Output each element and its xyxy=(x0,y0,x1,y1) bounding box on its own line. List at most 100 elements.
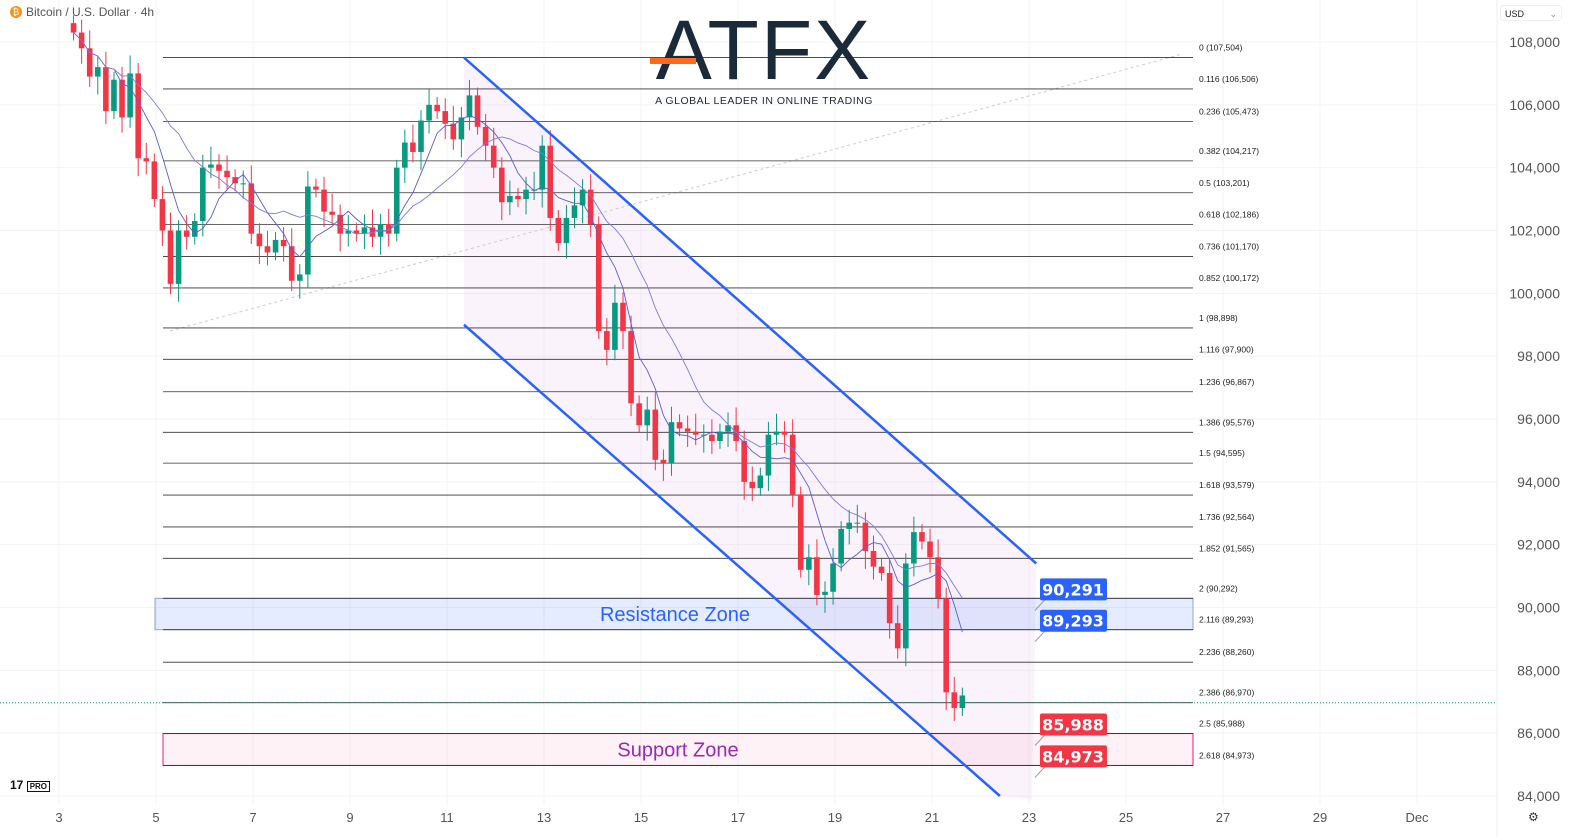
candle-body xyxy=(450,123,457,140)
candle-body xyxy=(676,422,683,429)
price-callout xyxy=(1040,578,1107,601)
candle-body xyxy=(709,434,715,441)
candle-body xyxy=(151,161,158,200)
candle-body xyxy=(434,104,440,112)
y-tick-label: 102,000 xyxy=(1509,223,1560,239)
fib-label: 1.736 (92,564) xyxy=(1199,512,1254,522)
settings-icon[interactable]: ⚙ xyxy=(1528,810,1539,824)
fib-label: 2.5 (85,988) xyxy=(1199,719,1245,729)
candle-body xyxy=(902,563,909,649)
x-tick-label: 21 xyxy=(925,810,939,825)
fib-label: 1.852 (91,565) xyxy=(1199,543,1254,553)
candle-body xyxy=(70,23,77,33)
y-tick-label: 96,000 xyxy=(1517,411,1560,427)
candle-body xyxy=(296,274,303,281)
tradingview-logo[interactable]: 17 PRO xyxy=(10,778,51,792)
candle-body xyxy=(830,563,836,592)
candle-body xyxy=(402,142,408,168)
candle-body xyxy=(288,246,295,281)
price-callout-label: 84,973 xyxy=(1042,747,1104,766)
candle-body xyxy=(595,224,602,332)
symbol-title: ₿ Bitcoin / U.S. Dollar · 4h xyxy=(10,5,154,19)
y-tick-label: 88,000 xyxy=(1517,662,1560,678)
candle-body xyxy=(700,434,707,436)
candle-body xyxy=(94,67,101,77)
candle-body xyxy=(660,459,667,463)
candle-body xyxy=(143,158,150,162)
fib-label: 0 (107,504) xyxy=(1199,43,1243,53)
x-tick-label: Dec xyxy=(1405,810,1429,825)
candle-body xyxy=(886,572,893,624)
fib-label: 0.736 (101,170) xyxy=(1199,242,1259,252)
zone-label: Resistance Zone xyxy=(600,604,750,626)
candle-body xyxy=(555,217,562,244)
candle-body xyxy=(175,230,182,284)
candle-body xyxy=(507,195,513,203)
fib-label: 2.236 (88,260) xyxy=(1199,647,1254,657)
candle-body xyxy=(127,73,133,118)
y-tick-label: 108,000 xyxy=(1509,34,1560,50)
candle-body xyxy=(305,186,311,275)
currency-select[interactable]: USD ⌄ xyxy=(1500,5,1562,21)
candle-body xyxy=(854,522,861,524)
x-tick-label: 25 xyxy=(1119,810,1133,825)
logo-text: ATFX xyxy=(655,3,873,97)
x-tick-label: 23 xyxy=(1022,810,1036,825)
atfx-logo: ATFX A GLOBAL LEADER IN ONLINE TRADING xyxy=(640,3,888,108)
candle-body xyxy=(733,425,739,441)
x-tick-label: 27 xyxy=(1216,810,1230,825)
y-tick-label: 100,000 xyxy=(1509,285,1560,301)
candle-body xyxy=(361,227,368,234)
x-tick-label: 15 xyxy=(634,810,648,825)
x-tick-label: 3 xyxy=(55,810,62,825)
channel-upper-line xyxy=(463,56,1038,565)
fib-label: 2.618 (84,973) xyxy=(1199,750,1254,760)
candle-body xyxy=(482,126,489,146)
candle-body xyxy=(224,170,230,178)
candle-body xyxy=(878,566,885,573)
candle-body xyxy=(498,167,505,203)
candle-body xyxy=(418,120,424,152)
moving-average-line xyxy=(73,32,963,599)
candle-body xyxy=(919,532,925,542)
candle-body xyxy=(587,189,594,225)
candle-body xyxy=(773,431,780,435)
fib-label: 2 (90,292) xyxy=(1199,583,1238,593)
currency-label: USD xyxy=(1505,9,1525,19)
fib-label: 0.618 (102,186) xyxy=(1199,210,1259,220)
candle-body xyxy=(523,189,529,200)
candle-body xyxy=(789,434,796,495)
candle-body xyxy=(749,481,756,489)
candle-body xyxy=(539,145,545,190)
candle-body xyxy=(822,591,828,595)
candle-body xyxy=(280,239,287,247)
fib-label: 0.116 (106,506) xyxy=(1199,74,1259,84)
fib-label: 2.116 (89,293) xyxy=(1199,615,1254,625)
candle-body xyxy=(393,167,400,234)
candle-body xyxy=(894,623,901,649)
candle-body xyxy=(943,598,949,693)
zone-label: Support Zone xyxy=(617,739,738,761)
candle-body xyxy=(216,164,222,171)
fib-label: 0.382 (104,217) xyxy=(1199,146,1259,156)
y-tick-label: 92,000 xyxy=(1517,537,1560,553)
fib-label: 1.618 (93,579) xyxy=(1199,480,1254,490)
candle-body xyxy=(612,302,618,350)
x-tick-label: 7 xyxy=(249,810,256,825)
fib-label: 0.5 (103,201) xyxy=(1199,178,1250,188)
candle-body xyxy=(797,494,804,570)
y-tick-label: 94,000 xyxy=(1517,474,1560,490)
candle-body xyxy=(353,230,360,234)
chevron-down-icon: ⌄ xyxy=(1549,9,1557,19)
moving-average-line xyxy=(73,32,963,633)
candle-body xyxy=(636,403,642,426)
fib-label: 1.386 (95,576) xyxy=(1199,417,1254,427)
symbol-label: Bitcoin / U.S. Dollar · 4h xyxy=(26,5,155,19)
candle-body xyxy=(806,557,812,570)
y-tick-label: 86,000 xyxy=(1517,725,1560,741)
candle-body xyxy=(103,67,109,112)
candle-body xyxy=(604,331,610,350)
fib-label: 2.386 (86,970) xyxy=(1199,688,1254,698)
candle-body xyxy=(369,227,376,237)
